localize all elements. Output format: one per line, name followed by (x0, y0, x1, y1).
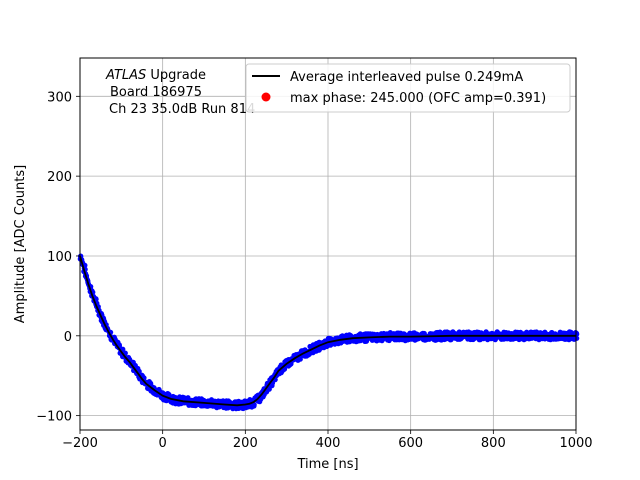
y-tick-label: 200 (47, 170, 72, 185)
legend-max-phase-label: max phase: 245.000 (OFC amp=0.391) (290, 91, 546, 106)
x-tick-label: 800 (481, 436, 506, 451)
atlas-annotation: ATLAS Upgrade Board 186975 Ch 23 35.0dB … (105, 68, 255, 117)
upgrade-label: Upgrade (146, 68, 206, 83)
x-axis-label: Time [ns] (296, 457, 358, 472)
channel-run-label: Ch 23 35.0dB Run 814 (109, 102, 255, 117)
legend-marker-swatch (261, 92, 271, 102)
grid (79, 58, 577, 430)
legend-average-label: Average interleaved pulse 0.249mA (290, 70, 523, 85)
y-tick-label: −100 (36, 410, 72, 425)
legend: Average interleaved pulse 0.249mA max ph… (245, 63, 571, 113)
board-label: Board 186975 (110, 85, 202, 100)
sample-point (297, 356, 303, 362)
sample-point (574, 335, 580, 341)
y-axis-ticks: −100 0 100 200 300 (36, 90, 80, 425)
sample-point (185, 395, 191, 401)
average-pulse-line (79, 255, 576, 407)
atlas-label: ATLAS (105, 68, 146, 83)
legend-box (245, 63, 571, 113)
sample-point (251, 403, 257, 409)
x-tick-label: 200 (233, 436, 258, 451)
x-tick-label: −200 (62, 436, 98, 451)
svg-text:ATLAS Upgrade: ATLAS Upgrade (105, 68, 206, 83)
y-tick-label: 100 (47, 250, 72, 265)
y-axis-label: Amplitude [ADC Counts] (13, 165, 28, 323)
x-tick-label: 600 (398, 436, 423, 451)
x-tick-label: 1000 (559, 436, 592, 451)
x-tick-label: 400 (316, 436, 341, 451)
y-tick-label: 0 (64, 330, 72, 345)
x-axis-ticks: −200 0 200 400 600 800 1000 (62, 430, 593, 451)
x-tick-label: 0 (159, 436, 167, 451)
y-tick-label: 300 (47, 90, 72, 105)
sample-point (120, 346, 126, 352)
average-line-path (79, 255, 576, 407)
